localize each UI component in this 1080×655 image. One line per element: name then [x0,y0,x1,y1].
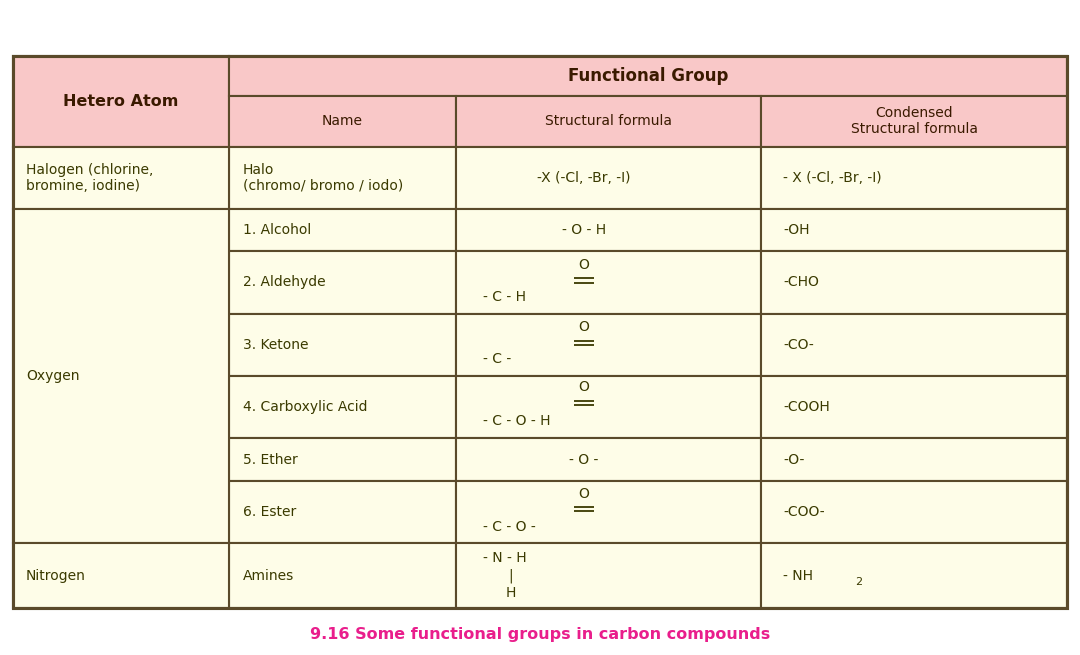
Text: 2: 2 [855,577,863,587]
Bar [229,376,456,438]
Text: - C - O -: - C - O - [483,519,536,534]
Bar [229,96,456,147]
Text: Condensed
Structural formula: Condensed Structural formula [851,106,977,136]
Text: Name: Name [322,115,363,128]
Text: O: O [579,258,590,272]
Text: H: H [505,586,516,600]
Text: - C - O - H: - C - O - H [483,414,550,428]
Text: O: O [579,381,590,394]
Text: - C -: - C - [483,352,511,366]
Bar [229,56,1067,96]
Bar [456,544,761,608]
Text: Nitrogen: Nitrogen [26,569,85,583]
Text: Hetero Atom: Hetero Atom [64,94,178,109]
Bar [456,438,761,481]
Text: - C - H: - C - H [483,290,526,304]
Bar [229,438,456,481]
Bar [761,314,1067,376]
Bar [456,252,761,314]
Text: -X (-Cl, -Br, -I): -X (-Cl, -Br, -I) [538,171,631,185]
Text: |: | [509,569,513,583]
Bar [761,147,1067,209]
Bar [761,544,1067,608]
Bar [456,147,761,209]
Text: 2. Aldehyde: 2. Aldehyde [243,276,326,290]
Text: - NH: - NH [783,569,813,583]
Bar [761,96,1067,147]
Bar [761,376,1067,438]
Text: -COOH: -COOH [783,400,829,414]
Bar [456,96,761,147]
Bar [13,147,229,209]
Text: Halogen (chlorine,
bromine, iodine): Halogen (chlorine, bromine, iodine) [26,162,153,193]
Text: - O - H: - O - H [562,223,606,237]
Text: Functional Group: Functional Group [568,67,728,85]
Text: -COO-: -COO- [783,505,825,519]
Bar [761,438,1067,481]
Bar [229,252,456,314]
Text: - N - H: - N - H [483,551,526,565]
Text: O: O [579,487,590,500]
Text: 5. Ether: 5. Ether [243,453,298,467]
Text: 1. Alcohol: 1. Alcohol [243,223,311,237]
Bar [761,209,1067,252]
Bar [13,209,229,544]
Bar [229,209,456,252]
Text: O: O [579,320,590,335]
Text: -CO-: -CO- [783,338,813,352]
Bar [13,56,1067,608]
Text: 3. Ketone: 3. Ketone [243,338,309,352]
Bar [229,544,456,608]
Bar [761,481,1067,544]
Bar [456,209,761,252]
Bar [456,481,761,544]
Bar [229,481,456,544]
Text: -O-: -O- [783,453,805,467]
Text: 4. Carboxylic Acid: 4. Carboxylic Acid [243,400,367,414]
Bar [13,544,229,608]
Bar [13,56,1067,608]
Bar [13,56,229,147]
Bar [229,314,456,376]
Bar [456,376,761,438]
Text: 9.16 Some functional groups in carbon compounds: 9.16 Some functional groups in carbon co… [310,627,770,641]
Bar [456,314,761,376]
Text: Oxygen: Oxygen [26,369,80,383]
Text: - X (-Cl, -Br, -I): - X (-Cl, -Br, -I) [783,171,881,185]
Text: Halo
(chromo/ bromo / iodo): Halo (chromo/ bromo / iodo) [243,162,403,193]
Text: 6. Ester: 6. Ester [243,505,296,519]
Text: - O -: - O - [569,453,598,467]
Text: -OH: -OH [783,223,809,237]
Bar [761,252,1067,314]
Text: -CHO: -CHO [783,276,819,290]
Bar [229,147,456,209]
Text: Amines: Amines [243,569,295,583]
Text: Structural formula: Structural formula [545,115,672,128]
